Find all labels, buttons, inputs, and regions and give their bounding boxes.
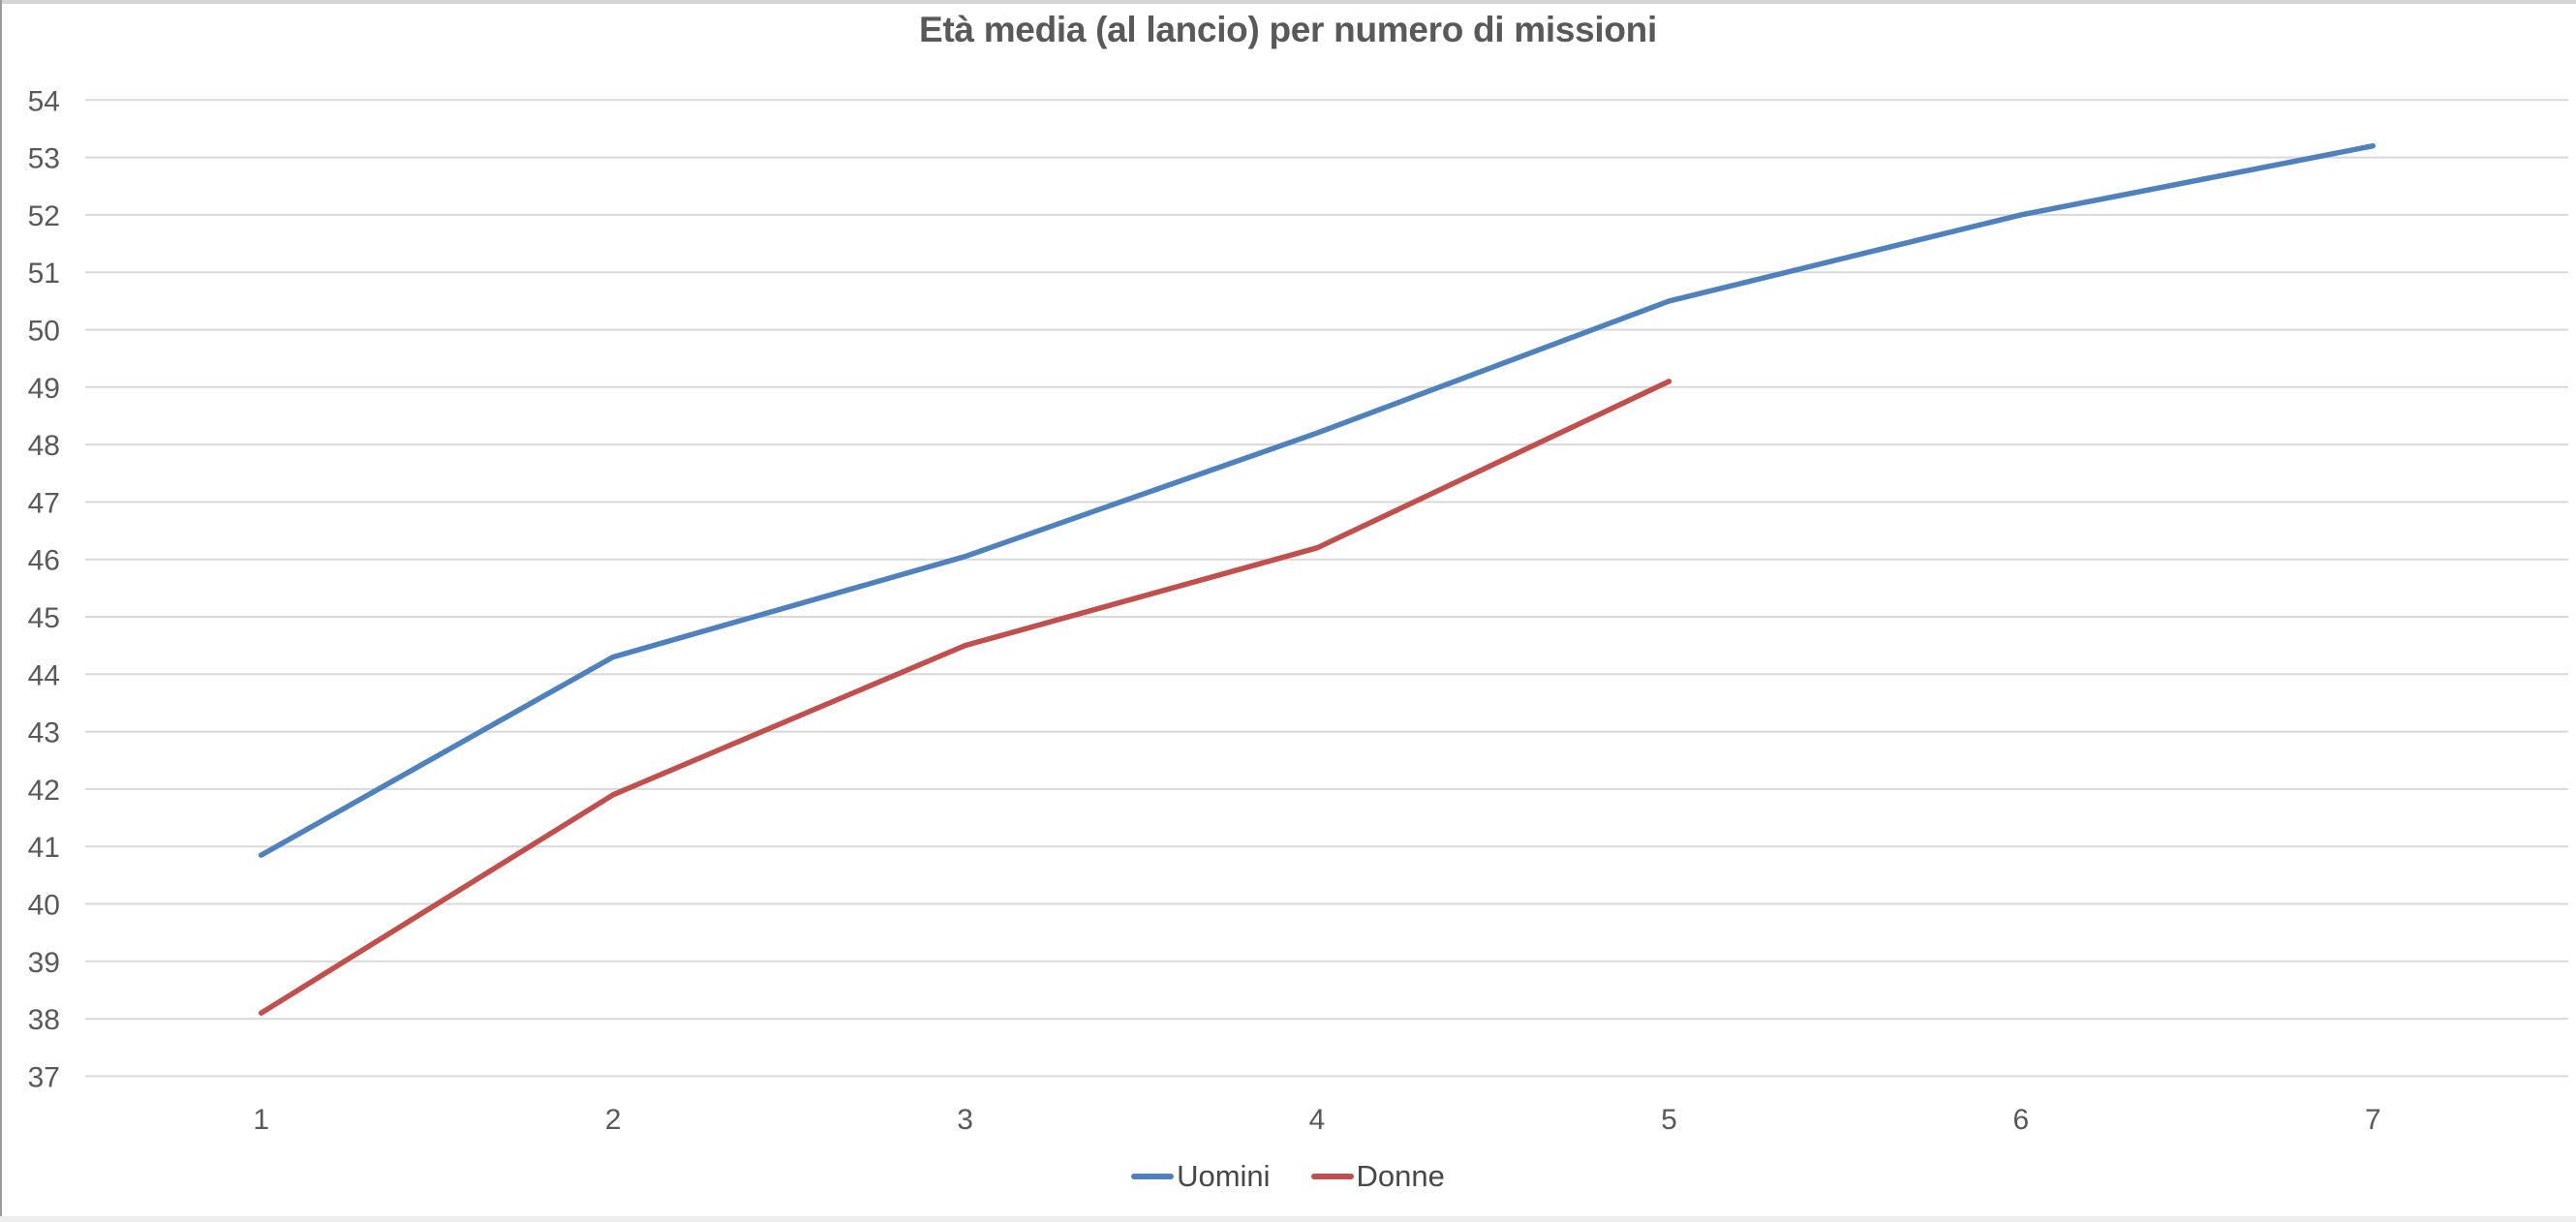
window-top-edge — [0, 0, 2576, 4]
y-tick-label: 38 — [28, 1004, 60, 1036]
x-tick-label: 2 — [605, 1104, 622, 1136]
window-left-edge — [0, 0, 2, 1222]
y-tick-label: 48 — [28, 430, 60, 462]
y-tick-label: 51 — [28, 258, 60, 290]
chart-title: Età media (al lancio) per numero di miss… — [919, 10, 1657, 49]
y-tick-label: 41 — [28, 832, 60, 864]
y-tick-label: 37 — [28, 1061, 60, 1093]
legend: Uomini Donne — [0, 1154, 2576, 1199]
x-tick-label: 3 — [957, 1104, 973, 1136]
y-tick-label: 50 — [28, 316, 60, 348]
y-tick-label: 49 — [28, 373, 60, 405]
y-tick-label: 39 — [28, 947, 60, 979]
y-tick-label: 52 — [28, 200, 60, 232]
series-line-donne — [258, 379, 1672, 1016]
x-tick-label: 7 — [2365, 1104, 2381, 1136]
y-tick-label: 43 — [28, 718, 60, 749]
legend-item-uomini: Uomini — [1131, 1159, 1271, 1194]
y-tick-label: 47 — [28, 487, 60, 519]
y-tick-label: 53 — [28, 143, 60, 175]
y-tick-label: 40 — [28, 890, 60, 922]
window-bottom-edge — [0, 1216, 2576, 1222]
x-tick-label: 1 — [253, 1104, 269, 1136]
legend-marker-donne — [1310, 1174, 1354, 1179]
legend-label: Uomini — [1177, 1159, 1271, 1193]
legend-item-donne: Donne — [1310, 1159, 1445, 1194]
legend-marker-uomini — [1131, 1174, 1175, 1179]
x-tick-label: 4 — [1309, 1104, 1326, 1136]
x-tick-label: 6 — [2013, 1104, 2030, 1136]
series-line-uomini — [258, 142, 2377, 858]
x-tick-label: 5 — [1661, 1104, 1677, 1136]
y-tick-label: 42 — [28, 775, 60, 807]
y-tick-label: 54 — [28, 85, 60, 117]
y-tick-label: 46 — [28, 545, 60, 577]
y-tick-label: 44 — [28, 659, 60, 691]
y-tick-label: 45 — [28, 602, 60, 634]
legend-label: Donne — [1356, 1159, 1445, 1193]
